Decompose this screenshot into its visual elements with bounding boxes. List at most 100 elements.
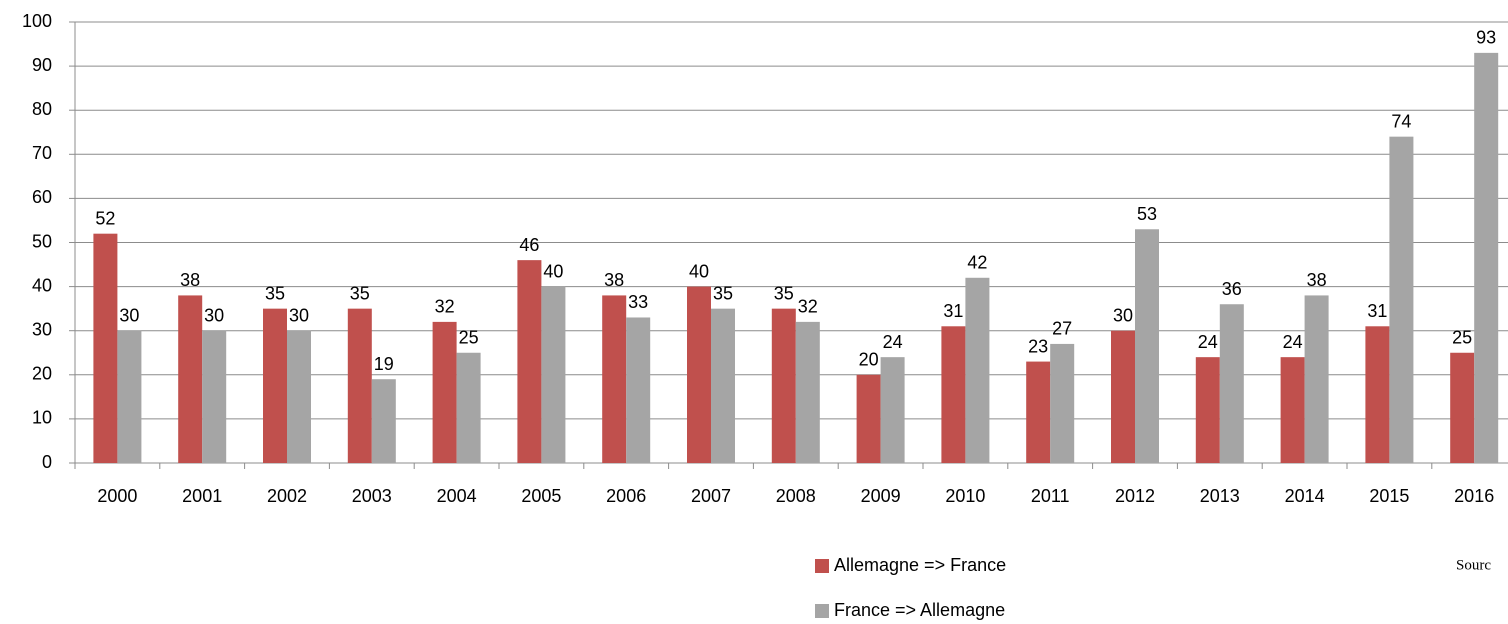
bar [965,277,990,463]
bar [202,330,227,463]
bar [347,308,372,463]
value-label: 42 [967,253,987,273]
x-tick-label: 2008 [776,486,816,506]
value-label: 52 [95,208,115,228]
x-tick-label: 2005 [521,486,561,506]
bar [541,286,566,463]
value-label: 40 [689,261,709,281]
bar [1280,357,1305,463]
bar [1474,52,1499,464]
bar [1195,357,1220,463]
y-tick-label: 90 [32,55,52,75]
legend-label: Allemagne => France [834,555,1006,575]
bar [93,233,118,463]
bar [771,308,796,463]
bar [1450,352,1475,463]
bar [287,330,311,463]
value-label: 38 [604,270,624,290]
x-tick-label: 2007 [691,486,731,506]
bar [456,352,481,463]
value-label: 20 [859,350,879,370]
bar [856,374,881,463]
x-tick-label: 2015 [1369,486,1409,506]
x-tick-label: 2004 [437,486,477,506]
bar [178,295,203,463]
bar [1389,136,1414,463]
legend-label: France => Allemagne [834,600,1005,620]
x-tick-label: 2006 [606,486,646,506]
value-label: 33 [628,292,648,312]
bar [371,379,396,463]
value-label: 46 [519,235,539,255]
value-label: 38 [1307,270,1327,290]
value-label: 74 [1391,111,1411,131]
bar [941,326,966,463]
source-note: Sourc [1456,557,1491,573]
value-label: 35 [350,283,370,303]
y-tick-label: 80 [32,99,52,119]
y-tick-label: 0 [42,452,52,472]
value-label: 27 [1052,319,1072,339]
value-label: 35 [265,283,285,303]
bar [1365,326,1390,463]
x-tick-label: 2002 [267,486,307,506]
bar [263,308,287,463]
value-label: 25 [459,328,479,348]
bar [1219,304,1244,463]
y-tick-label: 20 [32,364,52,384]
x-tick-label: 2013 [1200,486,1240,506]
x-tick-label: 2016 [1454,486,1494,506]
y-tick-label: 40 [32,275,52,295]
value-label: 36 [1222,279,1242,299]
value-label: 35 [713,283,733,303]
x-tick-label: 2000 [97,486,137,506]
bar [795,321,820,463]
bar [1304,295,1329,463]
y-tick-label: 60 [32,187,52,207]
value-label: 53 [1137,204,1157,224]
y-tick-label: 30 [32,319,52,339]
legend-swatch [815,604,829,618]
value-label: 35 [774,283,794,303]
bar [626,317,651,463]
value-label: 25 [1452,328,1472,348]
value-label: 31 [943,301,963,321]
value-label: 40 [543,261,563,281]
value-label: 30 [1113,305,1133,325]
bar [432,321,457,463]
x-tick-label: 2012 [1115,486,1155,506]
value-label: 30 [289,305,309,325]
value-label: 32 [435,297,455,317]
x-tick-label: 2003 [352,486,392,506]
y-tick-label: 70 [32,143,52,163]
y-tick-label: 50 [32,231,52,251]
bar [880,357,905,463]
bar [602,295,627,463]
legend-swatch [815,559,829,573]
value-label: 31 [1367,301,1387,321]
value-label: 93 [1476,28,1496,48]
y-tick-label: 10 [32,408,52,428]
x-tick-label: 2009 [861,486,901,506]
bar [117,330,142,463]
value-label: 23 [1028,336,1048,356]
x-tick-label: 2010 [945,486,985,506]
bar [1111,330,1135,463]
value-label: 38 [180,270,200,290]
value-label: 24 [883,332,903,352]
bar [687,286,711,463]
value-label: 30 [204,305,224,325]
value-label: 24 [1283,332,1303,352]
value-label: 24 [1198,332,1218,352]
x-tick-label: 2011 [1031,486,1070,506]
bar [1135,229,1159,463]
bar [517,260,542,463]
y-tick-label: 100 [22,11,52,31]
value-label: 32 [798,297,818,317]
x-tick-label: 2014 [1285,486,1325,506]
bar [1026,361,1051,463]
value-label: 30 [119,305,139,325]
x-tick-label: 2001 [182,486,222,506]
